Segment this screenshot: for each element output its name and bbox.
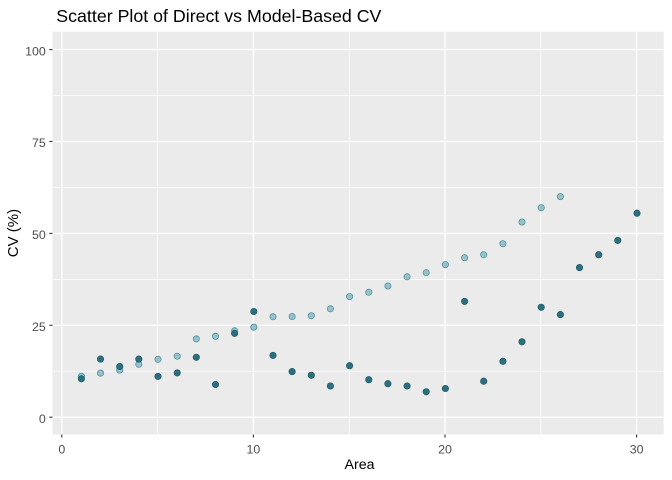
- svg-text:CV (%): CV (%): [5, 209, 22, 257]
- svg-text:30: 30: [630, 442, 644, 456]
- svg-text:Scatter Plot of Direct vs Mode: Scatter Plot of Direct vs Model-Based CV: [56, 6, 381, 26]
- svg-text:0: 0: [58, 442, 65, 456]
- svg-text:0: 0: [39, 412, 46, 426]
- svg-text:10: 10: [247, 442, 261, 456]
- svg-text:Area: Area: [345, 457, 375, 473]
- svg-text:100: 100: [25, 44, 46, 58]
- svg-text:25: 25: [32, 320, 46, 334]
- svg-text:75: 75: [32, 136, 46, 150]
- svg-text:50: 50: [32, 228, 46, 242]
- svg-text:20: 20: [438, 442, 452, 456]
